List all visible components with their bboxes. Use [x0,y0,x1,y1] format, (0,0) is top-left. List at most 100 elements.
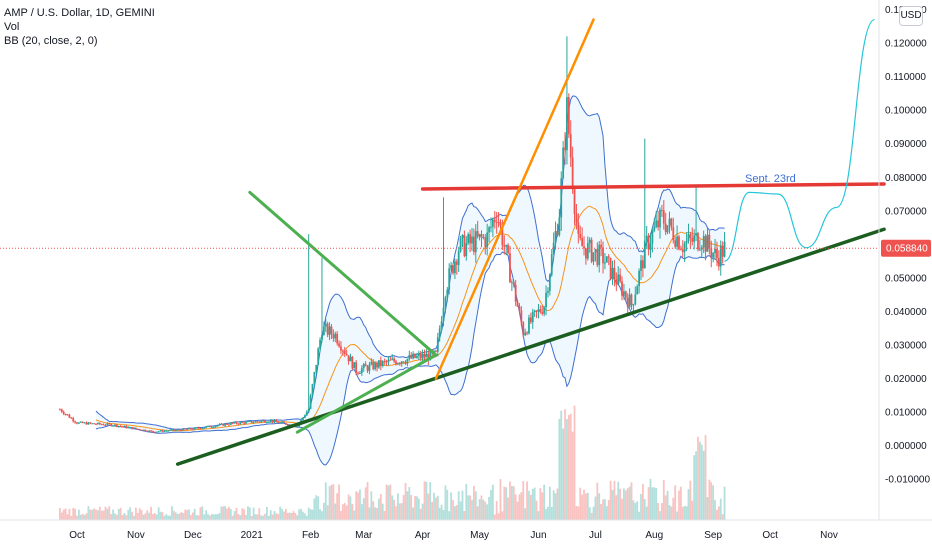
candle [77,422,80,424]
resistance-line[interactable] [420,182,886,191]
price-tick-label: 0.020000 [885,374,927,385]
candle [507,243,509,255]
falling-wedge-line[interactable] [248,190,438,357]
volume-bar [311,509,314,520]
candle [98,422,101,426]
candle [121,426,124,428]
legend-bb[interactable]: BB (20, close, 2, 0) [4,35,98,47]
volume-bar [626,488,629,520]
parabolic-trendline[interactable] [434,18,595,380]
candle [62,410,65,416]
volume-bar [203,514,206,520]
candle [302,417,304,422]
volume-bar [283,511,285,520]
candle [666,225,669,235]
price-tick-label: 0.070000 [885,206,927,217]
candle [305,410,308,416]
volume-bar [338,484,340,520]
candle [476,220,479,239]
volume-bar [273,511,276,520]
volume-bar [121,514,124,520]
volume-bar [552,490,555,520]
volume-bar [153,513,156,520]
volume-bar [714,500,716,520]
volume-bar [307,507,310,520]
volume-bar [83,514,86,520]
currency-button[interactable]: USD [899,6,923,26]
candle [448,263,451,295]
candle [670,217,673,231]
candle [704,234,707,261]
volume-bar [414,495,416,520]
volume-bar [457,491,460,520]
candle [556,223,559,237]
volume-bar [592,506,595,520]
volume-bar [641,484,644,520]
candle [596,242,599,268]
volume-bar [461,490,464,520]
legend-symbol[interactable]: AMP / U.S. Dollar, 1D, GEMINI [4,7,155,19]
volume-bar [235,507,238,520]
volume-bar [562,428,565,520]
volume-bar [81,513,84,520]
candle [362,362,365,372]
candle [566,36,568,165]
volume-bar [537,511,540,520]
candle [659,207,661,239]
candle [163,430,166,433]
volume-bar [689,480,692,520]
volume-bar [231,515,234,520]
volume-bar [357,492,359,520]
volume-bar [148,512,151,520]
candle [161,429,164,433]
volume-bar [374,507,377,520]
candle [598,241,601,273]
volume-bar [136,512,139,520]
volume-bar [74,508,77,520]
candle [676,225,678,250]
price-tick-label: 0.050000 [885,273,927,284]
time-tick-label: Sep [704,530,722,541]
volume-bar [174,512,177,520]
candle [681,240,684,258]
candle [484,233,487,255]
projection-path[interactable] [724,18,875,262]
volume-bar [442,509,445,520]
candle [393,356,396,364]
volume-bar [279,506,282,520]
price-tick-label: 0.100000 [885,106,927,117]
candle [207,425,209,427]
candle [91,423,94,425]
volume-bar [197,515,200,520]
candle [463,230,466,258]
volume-bar [704,435,707,520]
candle [548,273,551,296]
volume-bar [252,507,255,520]
volume-bar [364,487,367,520]
candle [626,293,629,314]
support-trendline[interactable] [175,227,886,466]
volume-bar [59,507,61,520]
candle [72,416,75,423]
candle [579,225,582,241]
time-tick-label: Oct [69,530,85,541]
candle [440,315,443,330]
candle [165,429,168,432]
candle [668,211,671,234]
candle [490,217,492,233]
volume-bar [670,506,673,520]
candle [237,423,240,426]
volume-bar [417,498,420,520]
rising-wedge-line[interactable] [295,353,438,434]
volume-bar [290,512,293,520]
candle [691,227,694,246]
time-tick-label: Mar [355,530,373,541]
volume-bar [351,503,354,520]
candle [133,426,135,430]
candle [119,425,122,427]
candle [368,361,371,375]
time-axis[interactable]: Oct Nov Dec 2021 Feb Mar Apr May Jun Jul Aug Sep Oct… [0,519,932,541]
legend-volume[interactable]: Vol [4,21,20,33]
volume-bar [343,503,346,520]
